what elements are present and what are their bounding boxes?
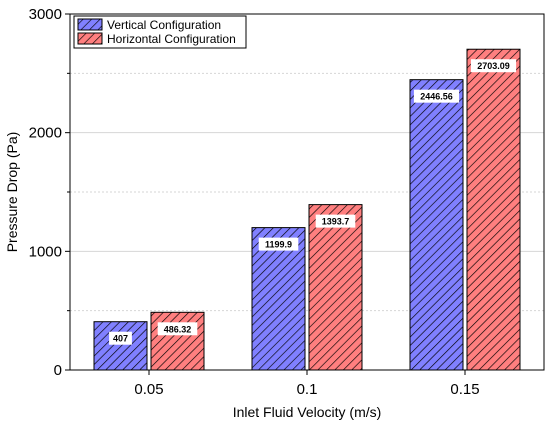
x-tick-label: 0.15 <box>450 381 479 398</box>
data-label: 1393.7 <box>322 217 350 227</box>
bar-hatch <box>466 48 521 371</box>
x-tick-label: 0.1 <box>297 381 318 398</box>
bar-hatch <box>150 311 205 371</box>
data-label-box <box>470 59 517 73</box>
bars <box>93 48 521 371</box>
legend-label: Horizontal Configuration <box>107 32 236 46</box>
data-label-box <box>109 331 132 345</box>
legend-label: Vertical Configuration <box>107 18 221 32</box>
data-label: 486.32 <box>164 324 192 334</box>
data-label-box <box>413 89 460 103</box>
data-label: 2446.56 <box>420 92 453 102</box>
bar-hatch <box>93 321 148 371</box>
bar-hatch <box>308 204 363 371</box>
data-label-box <box>258 237 299 251</box>
y-axis-title: Pressure Drop (Pa) <box>4 132 20 253</box>
grid-lines <box>70 72 544 312</box>
legend-swatch-hatch <box>77 18 103 31</box>
data-label: 407 <box>113 334 128 344</box>
x-axis-title: Inlet Fluid Velocity (m/s) <box>233 404 382 420</box>
y-tick-label: 0 <box>54 362 62 379</box>
legend-swatch-hatch <box>77 32 103 45</box>
data-label: 1199.9 <box>265 240 292 250</box>
y-tick-label: 2000 <box>29 125 62 142</box>
data-label-box <box>315 214 356 228</box>
bar-hatch <box>409 79 464 371</box>
data-label: 2703.09 <box>477 61 510 71</box>
data-labels: 407 486.32 1199.9 1393.7 2446.56 2703.09 <box>109 59 517 345</box>
bar-hatch <box>251 227 306 371</box>
x-tick-label: 0.05 <box>134 381 163 398</box>
y-tick-label: 3000 <box>29 6 62 23</box>
y-tick-label: 1000 <box>29 243 62 260</box>
axes: 0 1000 2000 3000 0.05 0.1 0.15 <box>29 6 480 398</box>
data-label-box <box>157 322 198 336</box>
legend-box <box>73 15 247 49</box>
